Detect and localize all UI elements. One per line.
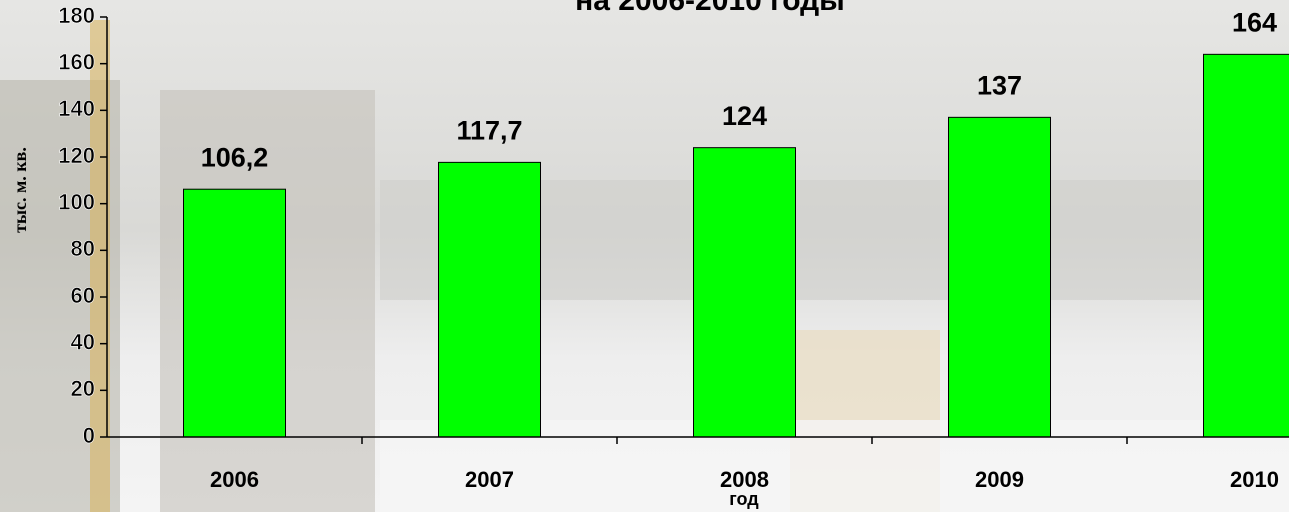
x-tick-label: 2009 <box>975 467 1024 492</box>
chart-title: на 2006-2010 годы <box>575 0 845 17</box>
bar <box>1203 53 1289 438</box>
y-tick-label: 120 <box>58 143 95 168</box>
value-label: 117,7 <box>456 115 522 145</box>
y-tick-label: 80 <box>71 236 95 261</box>
x-tick-label: 2006 <box>210 467 259 492</box>
y-tick-label: 20 <box>71 376 95 401</box>
x-tick-label: 2008 <box>720 467 769 492</box>
value-label: 164 <box>1232 7 1277 37</box>
y-tick-label: 60 <box>71 283 95 308</box>
x-axis-label: год <box>729 489 759 509</box>
bar <box>183 188 286 438</box>
y-tick-label: 140 <box>58 96 95 121</box>
bar <box>438 161 541 438</box>
crane <box>90 20 110 512</box>
x-tick-label: 2007 <box>465 467 514 492</box>
value-label: 106,2 <box>201 142 269 172</box>
y-axis-label: тыс. м. кв. <box>10 147 30 233</box>
value-label: 124 <box>722 101 767 131</box>
y-tick-label: 0 <box>83 423 95 448</box>
y-tick-label: 100 <box>58 189 95 214</box>
x-tick-label: 2010 <box>1230 467 1279 492</box>
bar <box>948 116 1051 438</box>
bar <box>693 147 796 438</box>
value-label: 137 <box>977 70 1022 100</box>
y-tick-label: 160 <box>58 49 95 74</box>
y-tick-label: 40 <box>71 329 95 354</box>
y-tick-label: 180 <box>58 3 95 28</box>
